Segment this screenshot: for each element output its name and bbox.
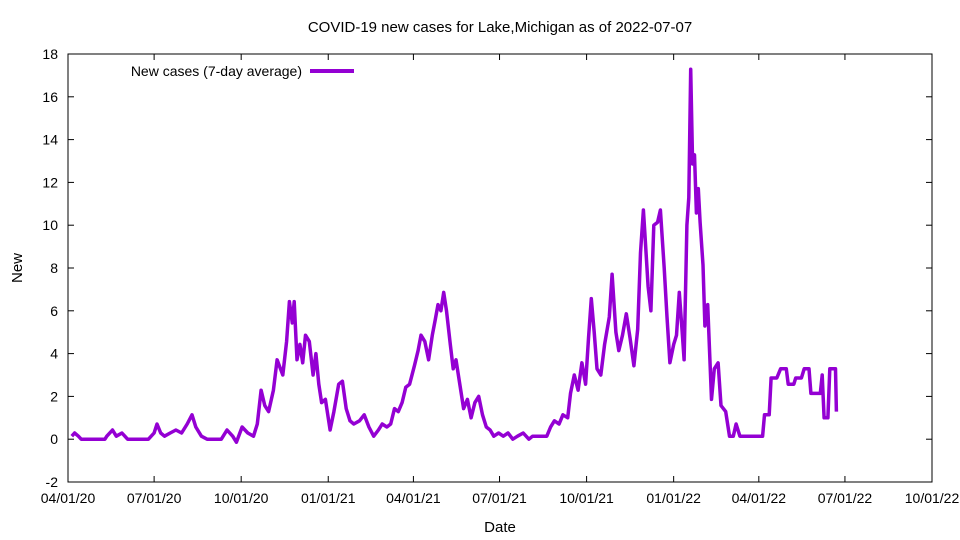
x-tick-label: 01/01/21 [301,490,356,506]
y-tick-label: 14 [42,132,58,148]
y-tick-label: 10 [42,217,58,233]
y-axis-title: New [9,253,26,283]
chart-title: COVID-19 new cases for Lake,Michigan as … [308,19,692,36]
series-line [70,67,839,444]
y-tick-label: 2 [50,388,58,404]
y-tick-label: 8 [50,260,58,276]
x-tick-label: 01/01/22 [646,490,701,506]
x-tick-label: 07/01/22 [818,490,873,506]
x-tick-label: 10/01/22 [905,490,960,506]
y-tick-label: 16 [42,89,58,105]
x-axis-title: Date [484,519,516,536]
series-layer [70,67,839,444]
x-tick-label: 07/01/21 [472,490,527,506]
y-tick-label: 4 [50,346,58,362]
y-tick-label: 12 [42,174,58,190]
y-tick-label: 0 [50,431,58,447]
y-tick-label: 18 [42,46,58,62]
legend: New cases (7-day average) [131,63,354,79]
x-tick-label: 04/01/20 [41,490,96,506]
x-tick-label: 04/01/22 [732,490,787,506]
y-tick-label: -2 [46,474,59,490]
x-tick-label: 10/01/20 [214,490,269,506]
x-tick-label: 07/01/20 [127,490,182,506]
x-tick-label: 10/01/21 [559,490,614,506]
y-axis: -2 0 2 4 6 8 10 12 14 16 18 [42,46,932,490]
legend-label: New cases (7-day average) [131,63,302,79]
y-tick-label: 6 [50,303,58,319]
plot-area-border [67,53,933,483]
x-tick-label: 04/01/21 [386,490,441,506]
x-axis: 04/01/20 07/01/20 10/01/20 01/01/21 04/01/21… [41,54,960,506]
